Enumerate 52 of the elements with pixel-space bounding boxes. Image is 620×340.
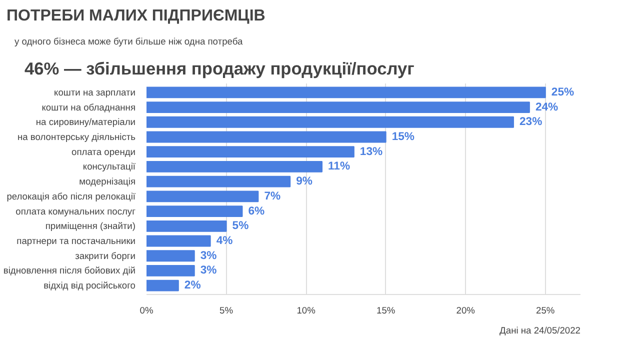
data-label: 5%	[232, 220, 249, 232]
data-label: 15%	[392, 130, 415, 143]
bar	[146, 116, 514, 128]
bar	[146, 161, 323, 172]
x-tick-label: 0%	[140, 306, 154, 316]
x-tick-label: 15%	[376, 306, 396, 316]
data-label: 7%	[264, 190, 281, 202]
y-tick-label: на волонтерську діяльність	[17, 132, 136, 142]
data-label: 6%	[248, 205, 265, 218]
bar	[146, 220, 227, 232]
data-label: 9%	[296, 176, 312, 188]
text: Дані на 24/05/2022	[500, 326, 581, 336]
bar	[146, 102, 530, 113]
x-tick-label: 5%	[220, 306, 234, 316]
bar	[146, 265, 195, 276]
text: 46% — збільшення продажу продукції/послуг	[24, 58, 414, 78]
x-tick-label: 10%	[296, 306, 316, 316]
y-tick-label: партнери та постачальники	[16, 236, 136, 246]
bar	[146, 206, 243, 217]
data-label: 13%	[360, 146, 383, 158]
y-tick-label: консультації	[82, 162, 136, 172]
y-tick-label: кошти на зарплати	[54, 87, 136, 98]
chart-subtitle: у одного бізнеса може бути більше ніж одна потреба	[14, 36, 244, 46]
y-tick-label: закрити борги	[75, 250, 136, 261]
data-label: 23%	[519, 116, 542, 128]
bar	[146, 280, 179, 292]
y-tick-label: оплата комунальних послуг	[16, 206, 136, 216]
chart-title: ПОТРЕБИ МАЛИХ ПІДПРИЄМЦІВ	[6, 8, 266, 24]
bar	[146, 235, 211, 247]
y-tick-label: відновлення після бойових дій	[3, 266, 136, 276]
bar	[146, 250, 195, 262]
bar	[146, 190, 259, 202]
x-tick-label: 20%	[456, 306, 475, 316]
y-tick-label: на сировину/матеріали	[36, 117, 136, 128]
y-tick-label: оплата оренди	[72, 146, 136, 157]
data-label: 11%	[328, 160, 350, 173]
y-tick-label: релокація або після релокації	[6, 191, 136, 202]
y-tick-label: відхід від російського	[44, 280, 136, 291]
y-tick-label: кошти на обладнання	[42, 102, 136, 112]
bar	[146, 86, 546, 98]
data-label: 3%	[200, 264, 217, 277]
bar	[146, 131, 386, 143]
data-label: 25%	[551, 86, 574, 98]
data-label: 2%	[184, 280, 201, 292]
data-label: 3%	[200, 250, 217, 262]
bar	[146, 146, 354, 158]
y-tick-label: приміщення (знайти)	[45, 221, 136, 232]
y-tick-label: модернізація	[79, 176, 136, 187]
x-tick-label: 25%	[536, 306, 555, 316]
bar	[146, 176, 291, 188]
data-label: 24%	[535, 101, 558, 114]
data-label: 4%	[216, 235, 233, 248]
